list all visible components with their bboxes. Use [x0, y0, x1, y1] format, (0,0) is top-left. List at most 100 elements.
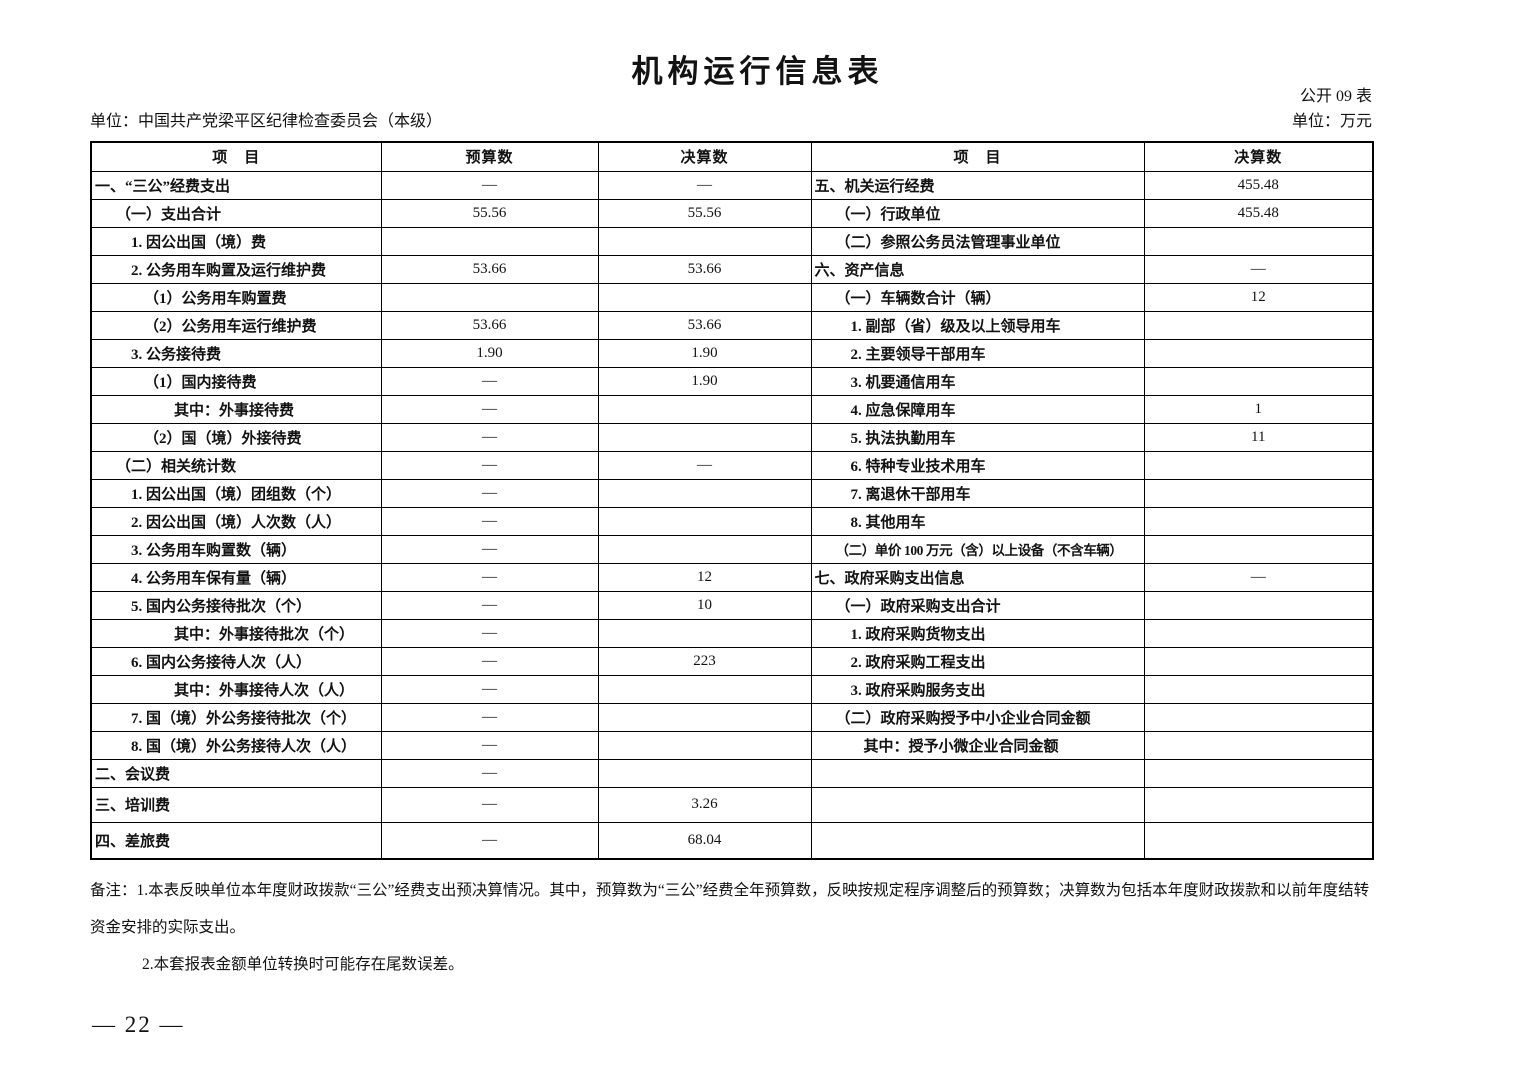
budget-value: —: [380, 590, 599, 620]
table-row: 2. 因公出国（境）人次数（人） — 8. 其他用车: [90, 506, 1374, 536]
col-header-budget: 预算数: [380, 141, 599, 172]
final-value-right: [1143, 702, 1374, 732]
final-value-right: [1143, 730, 1374, 760]
item-label-left: 5. 国内公务接待批次（个）: [90, 590, 382, 620]
final-value-right: [1143, 786, 1374, 823]
budget-value: —: [380, 394, 599, 424]
table-row: 其中：外事接待费 — 4. 应急保障用车 1: [90, 394, 1374, 424]
item-label-right: 4. 应急保障用车: [810, 394, 1145, 424]
table-row: 3. 公务用车购置数（辆） — （二）单价 100 万元（含）以上设备（不含车辆）: [90, 534, 1374, 564]
final-value-right: 1: [1143, 394, 1374, 424]
table-row: 一、“三公”经费支出 — — 五、机关运行经费 455.48: [90, 170, 1374, 200]
table-row: （1）公务用车购置费 （一）车辆数合计（辆） 12: [90, 282, 1374, 312]
table-row: 2. 公务用车购置及运行维护费 53.66 53.66 六、资产信息 —: [90, 254, 1374, 284]
budget-value: —: [380, 674, 599, 704]
budget-value: [380, 282, 599, 312]
budget-value: —: [380, 366, 599, 396]
final-value-right: [1143, 534, 1374, 564]
item-label-left: 一、“三公”经费支出: [90, 170, 382, 200]
budget-value: 1.90: [380, 338, 599, 368]
item-label-right: 1. 副部（省）级及以上领导用车: [810, 310, 1145, 340]
final-value-left: [597, 730, 812, 760]
budget-value: —: [380, 730, 599, 760]
final-value-right: 455.48: [1143, 170, 1374, 200]
final-value-right: [1143, 758, 1374, 788]
unit-line: 单位：中国共产党梁平区纪律检查委员会（本级） 单位：万元: [90, 111, 1372, 133]
final-value-right: —: [1143, 562, 1374, 592]
item-label-left: 1. 因公出国（境）团组数（个）: [90, 478, 382, 508]
item-label-right: （二）单价 100 万元（含）以上设备（不含车辆）: [810, 534, 1145, 564]
final-value-left: 1.90: [597, 366, 812, 396]
final-value-left: [597, 506, 812, 536]
reporting-unit-label: 单位：中国共产党梁平区纪律检查委员会（本级）: [90, 113, 443, 130]
currency-unit-label: 单位：万元: [1291, 113, 1372, 130]
table-row: 3. 公务接待费 1.90 1.90 2. 主要领导干部用车: [90, 338, 1374, 368]
item-label-right: （一）行政单位: [810, 198, 1145, 228]
budget-value: 53.66: [380, 254, 599, 284]
table-row: 其中：外事接待批次（个） — 1. 政府采购货物支出: [90, 618, 1374, 648]
table-row: 四、差旅费 —68.04: [90, 821, 1374, 860]
final-value-left: —: [597, 170, 812, 200]
budget-value: —: [380, 422, 599, 452]
final-value-left: 3.26: [597, 786, 812, 823]
budget-value: —: [380, 534, 599, 564]
page-title: 机构运行信息表: [631, 54, 884, 89]
final-value-left: 68.04: [597, 821, 812, 860]
table-row: 8. 国（境）外公务接待人次（人） — 其中：授予小微企业合同金额: [90, 730, 1374, 760]
item-label-right: （一）政府采购支出合计: [810, 590, 1145, 620]
item-label-right: [810, 786, 1145, 823]
final-value-left: 1.90: [597, 338, 812, 368]
budget-value: —: [380, 478, 599, 508]
final-value-left: [597, 618, 812, 648]
final-value-right: [1143, 366, 1374, 396]
table-row: 二、会议费 —: [90, 758, 1374, 788]
budget-value: —: [380, 786, 599, 823]
final-value-right: [1143, 310, 1374, 340]
final-value-right: [1143, 590, 1374, 620]
final-value-left: [597, 702, 812, 732]
budget-value: [380, 226, 599, 256]
table-row: （二）相关统计数 — —6. 特种专业技术用车: [90, 450, 1374, 480]
item-label-left: 8. 国（境）外公务接待人次（人）: [90, 730, 382, 760]
item-label-right: 2. 主要领导干部用车: [810, 338, 1145, 368]
final-value-left: [597, 758, 812, 788]
col-header-final-right: 决算数: [1143, 141, 1374, 172]
final-value-right: [1143, 821, 1374, 860]
note-line-3: 2.本套报表金额单位转换时可能存在尾数误差。: [142, 956, 464, 973]
final-value-left: 12: [597, 562, 812, 592]
item-label-left: （二）相关统计数: [90, 450, 382, 480]
budget-value: —: [380, 562, 599, 592]
item-label-left: 1. 因公出国（境）费: [90, 226, 382, 256]
table-body: 一、“三公”经费支出 — — 五、机关运行经费 455.48 （一）支出合计 55.56 55…: [90, 170, 1374, 860]
item-label-left: 3. 公务接待费: [90, 338, 382, 368]
final-value-right: 11: [1143, 422, 1374, 452]
item-label-left: （2）国（境）外接待费: [90, 422, 382, 452]
item-label-left: （1）国内接待费: [90, 366, 382, 396]
page-number: — 22 —: [92, 1012, 185, 1037]
final-value-right: [1143, 338, 1374, 368]
final-value-right: [1143, 506, 1374, 536]
item-label-right: （二）政府采购授予中小企业合同金额: [810, 702, 1145, 732]
final-value-right: —: [1143, 254, 1374, 284]
col-header-final-left: 决算数: [597, 141, 812, 172]
operation-info-table: 项 目 预算数 决算数 项 目 决算数 一、“三公”经费支出 — — 五、机关运行经费…: [90, 141, 1374, 860]
item-label-right: 其中：授予小微企业合同金额: [810, 730, 1145, 760]
table-row: 1. 因公出国（境）费 （二）参照公务员法管理事业单位: [90, 226, 1374, 256]
notes-block: 备注：1.本表反映单位本年度财政拨款“三公”经费支出预决算情况。其中，预算数为“…: [90, 872, 1372, 983]
final-value-left: 53.66: [597, 310, 812, 340]
final-value-left: 53.66: [597, 254, 812, 284]
item-label-left: 其中：外事接待人次（人）: [90, 674, 382, 704]
item-label-left: （1）公务用车购置费: [90, 282, 382, 312]
item-label-left: （2）公务用车运行维护费: [90, 310, 382, 340]
final-value-right: 455.48: [1143, 198, 1374, 228]
item-label-right: 七、政府采购支出信息: [810, 562, 1145, 592]
table-row: 6. 国内公务接待人次（人） —223 2. 政府采购工程支出: [90, 646, 1374, 676]
item-label-right: 六、资产信息: [810, 254, 1145, 284]
final-value-left: [597, 394, 812, 424]
final-value-left: [597, 422, 812, 452]
table-row: 4. 公务用车保有量（辆） —12 七、政府采购支出信息 —: [90, 562, 1374, 592]
budget-value: —: [380, 618, 599, 648]
final-value-right: [1143, 618, 1374, 648]
item-label-right: 1. 政府采购货物支出: [810, 618, 1145, 648]
